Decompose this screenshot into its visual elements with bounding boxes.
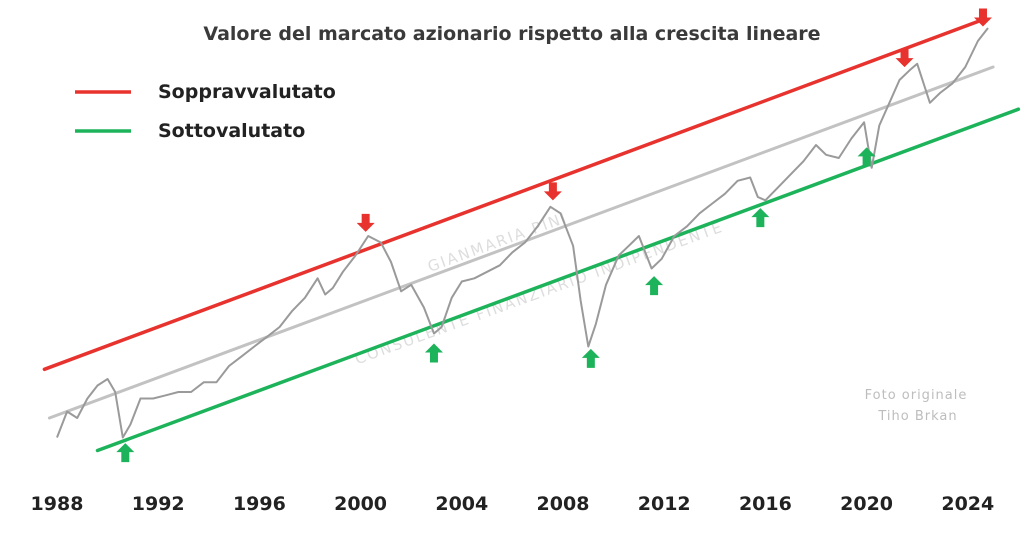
overvalued-arrow-icon: [895, 49, 914, 68]
x-tick-label: 2004: [435, 493, 488, 515]
legend: Soppravvalutato Sottovalutato: [75, 81, 336, 142]
x-tick-label: 1988: [31, 493, 84, 515]
overvalued-line: [42, 19, 980, 372]
market-series: [56, 27, 989, 439]
x-tick-label: 1996: [233, 493, 286, 515]
overvalued-arrow-icon: [543, 182, 562, 201]
overvalued-arrow-icon: [356, 213, 375, 232]
market-line: [56, 27, 989, 439]
undervalued-arrow-icon: [424, 343, 443, 363]
chart-title: Valore del marcato azionario rispetto al…: [203, 23, 820, 45]
undervalued-arrow-icon: [116, 443, 135, 463]
undervalued-arrow-icon: [581, 348, 600, 368]
overvalued-arrow-icon: [973, 8, 992, 27]
undervalued-arrow-icon: [645, 276, 664, 296]
x-tick-label: 2020: [840, 493, 893, 515]
undervalued-arrow-icon: [751, 208, 770, 228]
legend-undervalued-label: Sottovalutato: [158, 120, 305, 142]
x-tick-label: 1992: [132, 493, 185, 515]
credit-line-2: Tiho Brkan: [877, 409, 957, 424]
valuation-markers: [116, 8, 992, 463]
photo-credit: Foto originale Tiho Brkan: [865, 388, 968, 424]
x-tick-label: 2000: [334, 493, 387, 515]
x-tick-label: 2016: [739, 493, 792, 515]
x-tick-label: 2008: [537, 493, 590, 515]
trend-line: [47, 65, 995, 420]
x-tick-label: 2012: [638, 493, 691, 515]
x-axis-ticks: 1988 1992 1996 2000 2004 2008 2012 2016 2020 2024: [31, 493, 995, 515]
legend-overvalued-label: Soppravvalutato: [158, 81, 336, 103]
undervalued-arrow-icon: [857, 147, 876, 167]
x-tick-label: 2024: [941, 493, 994, 515]
credit-line-1: Foto originale: [865, 388, 968, 403]
